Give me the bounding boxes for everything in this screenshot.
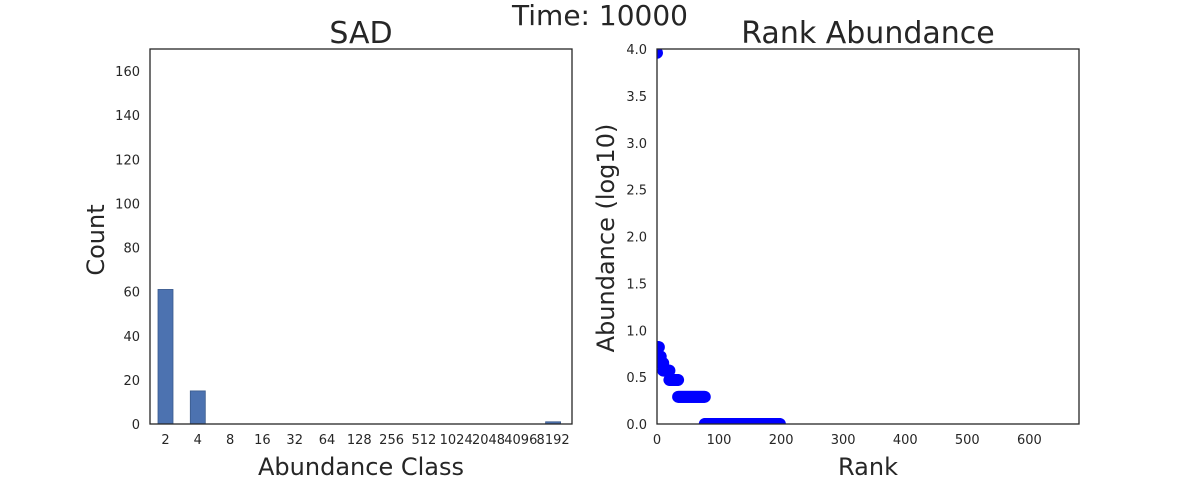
rank-y-tick-label: 2.5 [626,184,647,199]
suptitle: Time: 10000 [511,0,688,32]
rank-x-tick-label: 0 [653,433,661,448]
rank-points [657,49,786,424]
sad-x-label: Abundance Class [258,453,464,481]
sad-chart: SAD 0 20 40 60 80 100 120 140 160 2 4 8 16 32 64 128 25… [82,16,573,481]
rank-x-tick-label: 600 [1017,433,1042,448]
rank-point [672,373,685,386]
sad-x-tick-label: 512 [411,433,436,448]
rank-point [657,49,663,59]
rank-y-tick-label: 4.0 [626,43,647,58]
rank-point [698,390,711,403]
sad-y-tick-label: 160 [115,65,140,80]
sad-x-tick-label: 64 [319,433,336,448]
sad-x-tick-label: 128 [347,433,372,448]
sad-x-tick-label: 2048 [472,433,505,448]
sad-bar-4 [189,390,206,425]
sad-x-tick-label: 8 [226,433,234,448]
rank-title: Rank Abundance [741,16,994,51]
sad-y-tick-label: 60 [123,286,140,301]
sad-x-tick-label: 8192 [537,433,570,448]
rank-point [773,418,786,424]
rank-point [663,364,676,377]
sad-y-tick-label: 80 [123,242,140,257]
sad-x-tick-label: 4096 [504,433,537,448]
sad-axes-frame [149,48,573,425]
rank-x-tick-label: 300 [831,433,856,448]
sad-y-tick-label: 140 [115,109,140,124]
rank-x-label: Rank [838,453,898,481]
rank-axes-frame [656,48,1080,425]
sad-x-tick-label: 256 [379,433,404,448]
sad-x-tick-label: 4 [194,433,202,448]
sad-y-tick-label: 100 [115,197,140,212]
rank-y-tick-label: 3.0 [626,137,647,152]
sad-title: SAD [329,16,392,51]
sad-y-tick-label: 20 [123,374,140,389]
rank-y-tick-label: 2.0 [626,231,647,246]
rank-x-tick-label: 400 [893,433,918,448]
sad-x-tick-label: 2 [161,433,169,448]
sad-y-tick-label: 0 [132,418,140,433]
sad-x-tick-label: 1024 [440,433,473,448]
rank-y-tick-label: 1.5 [626,277,647,292]
sad-y-ticks: 0 20 40 60 80 100 120 140 160 [115,65,140,433]
rank-y-tick-label: 0.0 [626,418,647,433]
rank-y-tick-label: 0.5 [626,371,647,386]
sad-y-label: Count [82,204,110,275]
rank-y-ticks: 0.0 0.5 1.0 1.5 2.0 2.5 3.0 3.5 4.0 [626,43,647,433]
rank-x-ticks: 0 100 200 300 400 500 600 [653,433,1042,448]
rank-point [657,341,665,354]
rank-y-tick-label: 1.0 [626,324,647,339]
rank-x-tick-label: 100 [707,433,732,448]
sad-x-tick-label: 16 [254,433,271,448]
rank-x-tick-label: 500 [955,433,980,448]
rank-y-label: Abundance (log10) [592,124,620,353]
sad-x-ticks: 2 4 8 16 32 64 128 256 512 1024 2048 4096 8192 [161,433,569,448]
sad-x-tick-label: 32 [286,433,303,448]
rank-x-tick-label: 200 [769,433,794,448]
rank-abundance-chart: Rank Abundance 0.0 0.5 1.0 1.5 2.0 2.5 3.0 3.5 4… [592,16,1080,481]
sad-bars [157,289,561,425]
rank-y-tick-label: 3.5 [626,90,647,105]
sad-y-tick-label: 120 [115,153,140,168]
sad-y-tick-label: 40 [123,330,140,345]
sad-bar-2 [157,289,174,425]
